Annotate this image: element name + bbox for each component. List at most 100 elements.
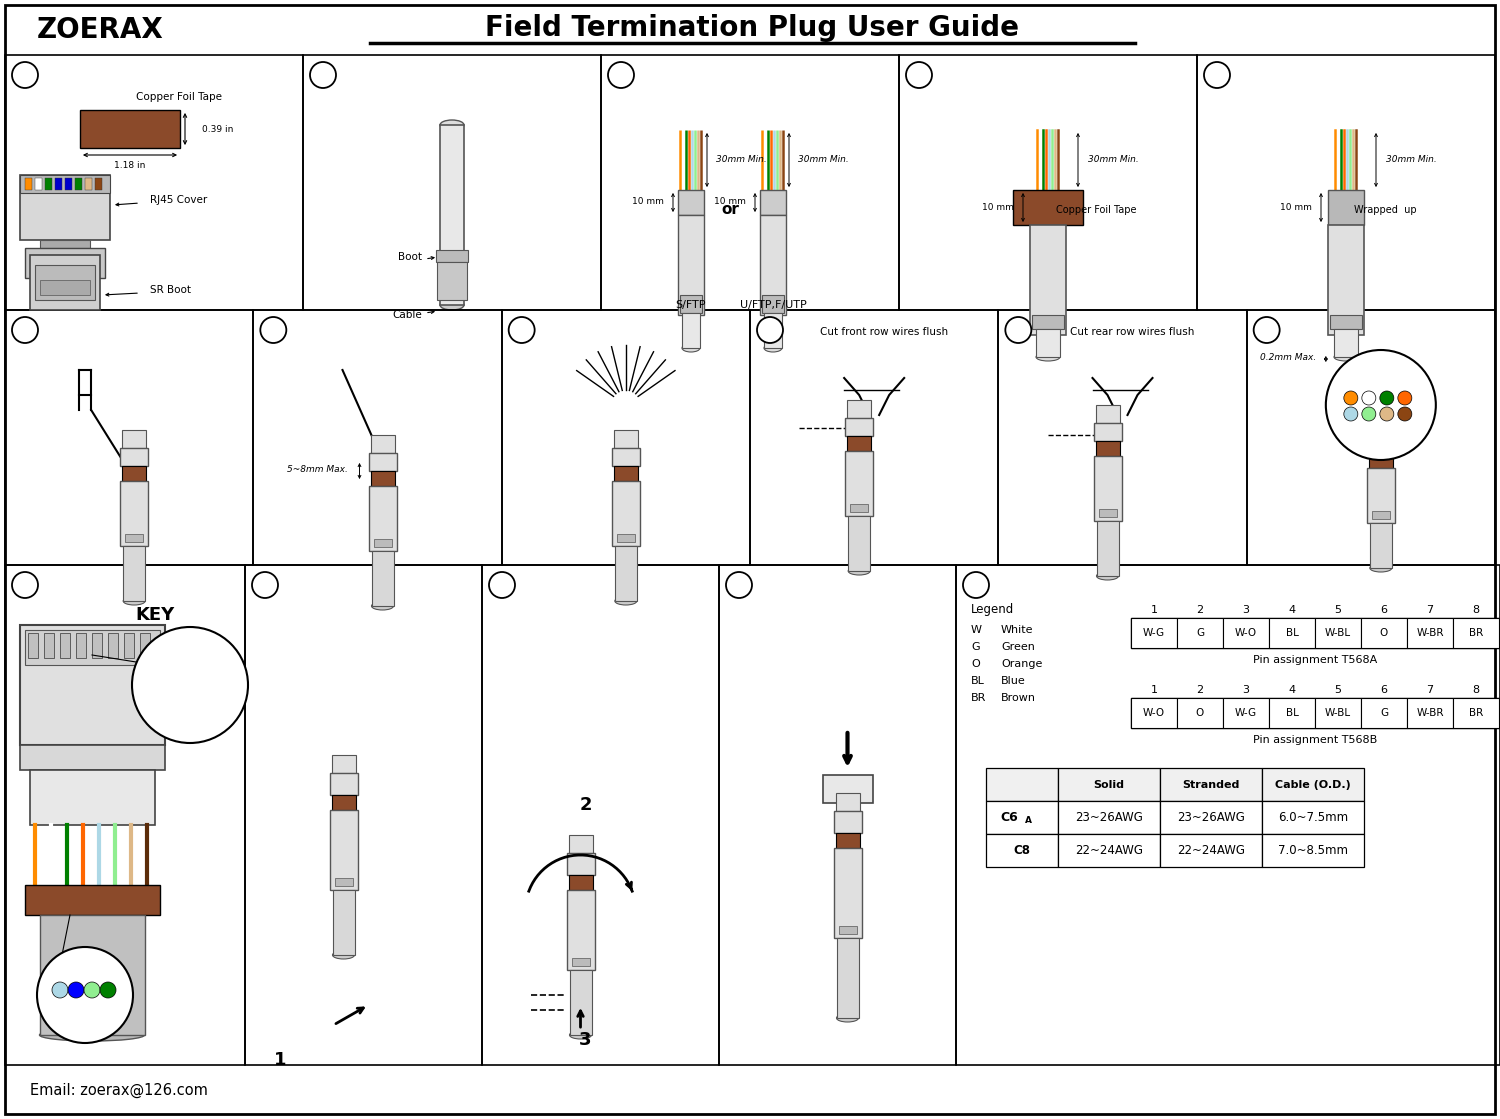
Text: 5: 5 <box>1335 605 1341 615</box>
Circle shape <box>12 317 38 344</box>
Text: S/FTP: S/FTP <box>675 300 706 310</box>
Bar <box>120 448 148 466</box>
Bar <box>372 551 393 606</box>
Circle shape <box>12 572 38 598</box>
Circle shape <box>68 982 84 998</box>
Bar <box>847 436 871 451</box>
Bar <box>1098 509 1116 517</box>
Text: Solid: Solid <box>1094 780 1125 790</box>
Text: W-O: W-O <box>1143 708 1166 718</box>
Ellipse shape <box>39 1029 144 1041</box>
Bar <box>612 448 640 466</box>
Bar <box>440 125 464 305</box>
Bar <box>1096 521 1119 576</box>
Text: 10 mm: 10 mm <box>632 197 664 207</box>
Text: 8: 8 <box>1473 685 1479 695</box>
Bar <box>330 810 357 890</box>
Bar <box>822 775 873 803</box>
Ellipse shape <box>440 300 464 310</box>
Bar <box>120 481 148 546</box>
Bar <box>1160 834 1262 867</box>
Text: Wrapped  up: Wrapped up <box>1354 205 1416 215</box>
Bar <box>750 310 999 565</box>
Bar <box>184 703 195 711</box>
Bar <box>1454 618 1498 648</box>
Bar <box>370 471 394 486</box>
Bar <box>1094 457 1122 521</box>
Bar <box>1246 310 1496 565</box>
Bar <box>1360 698 1407 728</box>
Bar <box>844 419 873 436</box>
Text: BR: BR <box>1468 628 1484 638</box>
Bar <box>369 486 396 551</box>
Text: BR: BR <box>1468 708 1484 718</box>
Bar <box>1334 329 1358 357</box>
Text: Brown: Brown <box>1000 693 1036 703</box>
Text: 3: 3 <box>616 68 626 82</box>
Text: Legend: Legend <box>970 603 1014 617</box>
Bar <box>1032 316 1064 329</box>
Bar <box>26 885 160 915</box>
Bar <box>332 794 356 810</box>
Bar <box>86 178 92 190</box>
Ellipse shape <box>764 344 782 352</box>
Text: 1: 1 <box>1150 605 1158 615</box>
Text: Cable: Cable <box>393 310 422 320</box>
Circle shape <box>1362 391 1376 405</box>
Bar <box>764 313 782 348</box>
Circle shape <box>1204 62 1230 88</box>
Bar <box>40 280 90 295</box>
Text: 14: 14 <box>494 579 510 592</box>
Bar <box>1095 405 1119 423</box>
Circle shape <box>1326 350 1436 460</box>
Text: Cut front row wires flush: Cut front row wires flush <box>821 327 948 337</box>
Circle shape <box>310 62 336 88</box>
Text: 10 mm: 10 mm <box>1280 203 1312 211</box>
Bar <box>847 516 870 571</box>
Ellipse shape <box>682 344 700 352</box>
Bar <box>956 565 1500 1065</box>
Bar <box>1262 834 1364 867</box>
Circle shape <box>38 947 134 1043</box>
Bar <box>760 215 786 316</box>
Text: W-BR: W-BR <box>1416 628 1443 638</box>
Bar <box>482 565 718 1065</box>
Bar <box>568 835 592 853</box>
Bar <box>180 670 194 692</box>
Bar <box>124 534 142 542</box>
Bar <box>1370 420 1394 438</box>
Text: 7: 7 <box>1426 685 1434 695</box>
Circle shape <box>132 627 248 743</box>
Bar <box>986 834 1058 867</box>
Text: 2: 2 <box>318 68 327 82</box>
Bar <box>60 633 70 658</box>
Bar <box>1360 618 1407 648</box>
Bar <box>198 670 211 692</box>
Text: Copper Foil Tape: Copper Foil Tape <box>136 92 222 102</box>
Text: W-BL: W-BL <box>1324 628 1352 638</box>
Text: 15: 15 <box>730 579 747 592</box>
Bar <box>1262 768 1364 801</box>
Bar <box>76 633 86 658</box>
Bar <box>1095 441 1119 457</box>
Bar <box>1366 438 1395 453</box>
Bar <box>1370 523 1392 568</box>
Bar <box>1370 453 1394 468</box>
Text: G: G <box>970 642 980 652</box>
Text: BR: BR <box>970 693 987 703</box>
Text: O: O <box>1380 628 1388 638</box>
Ellipse shape <box>1096 572 1119 580</box>
Bar <box>40 239 90 248</box>
Circle shape <box>758 317 783 344</box>
Text: 10 mm: 10 mm <box>714 197 746 207</box>
Text: W-BR: W-BR <box>1416 708 1443 718</box>
Text: 1: 1 <box>21 68 30 82</box>
Text: 1: 1 <box>273 1051 286 1069</box>
Bar <box>567 890 594 970</box>
Bar <box>216 670 229 692</box>
Bar <box>616 534 634 542</box>
Bar <box>20 175 110 239</box>
Text: 8: 8 <box>518 323 526 337</box>
Ellipse shape <box>570 1031 591 1040</box>
Text: 7: 7 <box>1426 605 1434 615</box>
